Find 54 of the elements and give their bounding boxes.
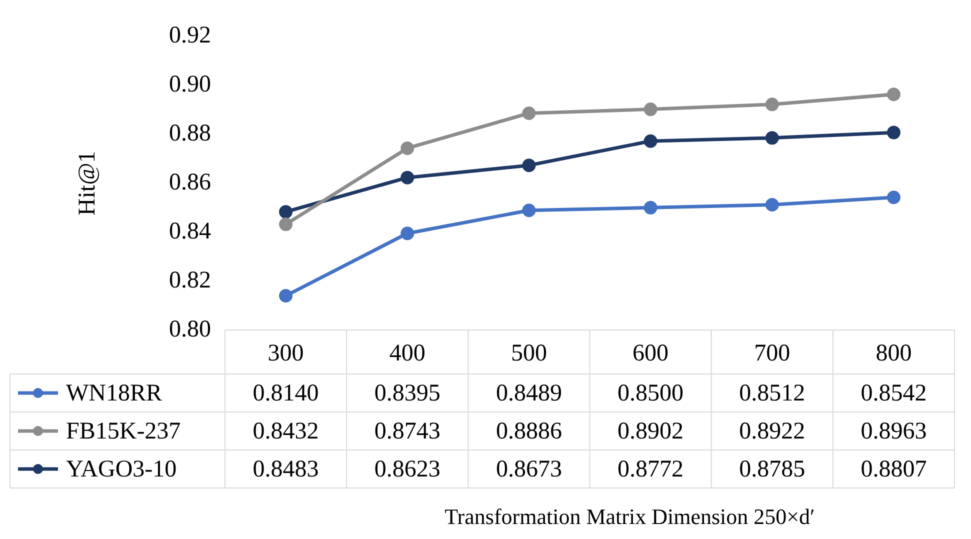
data-label: 0.8772 — [618, 456, 684, 482]
x-tick-label: 400 — [389, 340, 426, 366]
x-tick-label: 600 — [632, 340, 669, 366]
point — [886, 190, 900, 204]
point — [886, 126, 900, 140]
point — [279, 205, 293, 219]
data-label: 0.8886 — [496, 418, 562, 444]
point — [279, 218, 293, 232]
point — [644, 134, 658, 148]
data-label: 0.8489 — [496, 380, 562, 406]
data-label: 0.8395 — [374, 380, 440, 406]
y-tick-label: 0.86 — [169, 169, 211, 196]
point — [400, 141, 414, 155]
data-label: 0.8785 — [739, 456, 806, 482]
x-tick-label: 500 — [510, 340, 547, 366]
point — [400, 226, 414, 240]
point — [886, 88, 900, 102]
data-label: 0.8623 — [374, 456, 440, 482]
point — [522, 106, 536, 120]
y-tick-label: 0.80 — [169, 316, 211, 342]
data-label: 0.8807 — [860, 456, 927, 482]
x-tick-label: 300 — [268, 340, 304, 366]
legend-label: WN18RR — [66, 380, 162, 406]
y-tick-label: 0.92 — [169, 22, 211, 49]
data-label: 0.8902 — [618, 418, 684, 444]
point — [522, 158, 536, 172]
data-label: 0.8512 — [739, 380, 806, 406]
y-axis-title: Hit@1 — [74, 150, 101, 216]
point — [644, 200, 658, 214]
data-label: 0.8922 — [739, 418, 806, 444]
x-tick-label: 800 — [876, 340, 912, 366]
x-tick-label: 700 — [754, 340, 790, 366]
y-tick-label: 0.90 — [169, 72, 211, 98]
point — [765, 198, 779, 212]
point — [400, 170, 414, 184]
y-tick-label: 0.84 — [169, 218, 211, 244]
point — [279, 288, 293, 302]
point — [765, 131, 779, 145]
data-label: 0.8542 — [860, 380, 927, 406]
data-label: 0.8140 — [252, 380, 319, 406]
data-label: 0.8673 — [496, 456, 562, 482]
data-label: 0.8743 — [374, 418, 440, 444]
y-tick-label: 0.88 — [169, 120, 211, 147]
point — [765, 98, 779, 112]
y-tick-label: 0.82 — [169, 267, 211, 294]
legend-label: FB15K-237 — [66, 418, 181, 444]
point — [644, 102, 658, 116]
data-label: 0.8432 — [252, 418, 319, 444]
data-label: 0.8500 — [618, 380, 684, 406]
text: Transformation Matrix Dimension 250×d′ — [444, 504, 815, 529]
legend-label: YAGO3-10 — [66, 456, 177, 482]
data-label: 0.8483 — [252, 456, 319, 482]
point — [522, 204, 536, 218]
data-label: 0.8963 — [860, 418, 927, 444]
